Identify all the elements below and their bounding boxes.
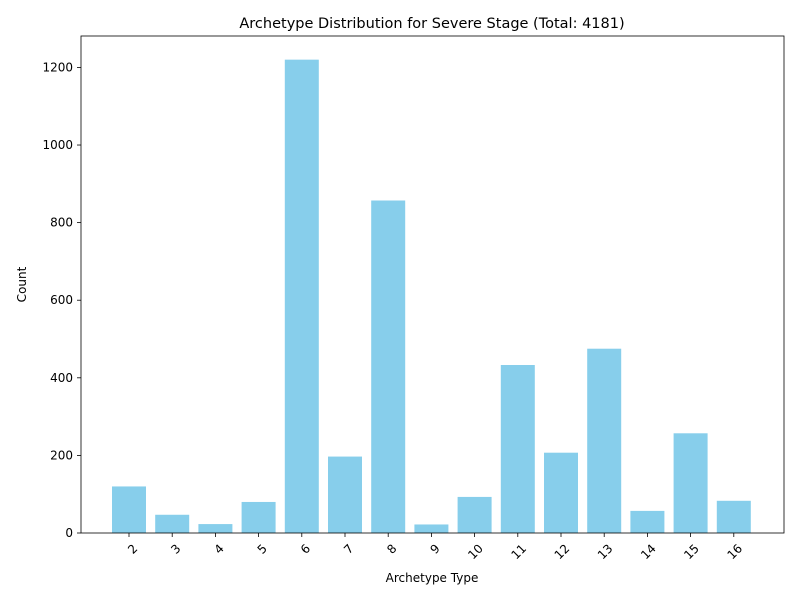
x-tick-label-8: 8	[384, 541, 399, 556]
y-axis-label: Count	[15, 266, 29, 302]
y-tick-label-0: 0	[65, 526, 73, 540]
x-tick-label-5: 5	[255, 541, 270, 556]
bar-15	[673, 433, 708, 533]
bar-13	[587, 348, 622, 533]
x-tick-label-9: 9	[427, 541, 442, 556]
bar-5	[241, 501, 276, 533]
bar-2	[112, 486, 146, 533]
bar-12	[544, 452, 578, 533]
y-tick-label-400: 400	[50, 371, 73, 385]
chart-title: Archetype Distribution for Severe Stage …	[239, 16, 624, 32]
x-tick-label-12: 12	[552, 541, 573, 562]
bar-6	[284, 59, 319, 534]
x-axis-label: Archetype Type	[386, 571, 479, 585]
x-tick-label-11: 11	[508, 541, 529, 562]
y-tick-label-1000: 1000	[42, 138, 73, 152]
y-tick-label-600: 600	[50, 293, 73, 307]
x-axis: 2 3 4 5 6 7 8 9 10 11 12 13 14 15 16	[125, 533, 745, 562]
bar-7	[328, 456, 362, 533]
bar-4	[198, 524, 233, 533]
bar-3	[155, 514, 190, 533]
bar-11	[500, 365, 535, 533]
x-tick-label-2: 2	[125, 541, 140, 556]
y-tick-label-1200: 1200	[42, 60, 73, 74]
x-tick-label-13: 13	[595, 541, 616, 562]
bar-10	[457, 496, 492, 533]
x-tick-label-10: 10	[465, 541, 486, 562]
y-axis: 0 200 400 600 800 1000 1200	[42, 60, 81, 540]
x-tick-label-15: 15	[681, 541, 702, 562]
bars-group	[112, 59, 751, 534]
x-tick-label-3: 3	[168, 541, 183, 556]
bar-8	[371, 200, 406, 533]
bar-9	[414, 524, 449, 533]
x-tick-label-4: 4	[211, 541, 226, 556]
x-tick-label-16: 16	[724, 541, 745, 562]
y-tick-label-800: 800	[50, 216, 73, 230]
y-tick-label-200: 200	[50, 448, 73, 462]
bar-16	[716, 500, 751, 533]
bar-14	[630, 510, 665, 533]
x-tick-label-7: 7	[341, 541, 356, 556]
x-tick-label-6: 6	[298, 541, 313, 556]
plot-frame	[80, 35, 785, 534]
x-tick-label-14: 14	[638, 541, 659, 562]
